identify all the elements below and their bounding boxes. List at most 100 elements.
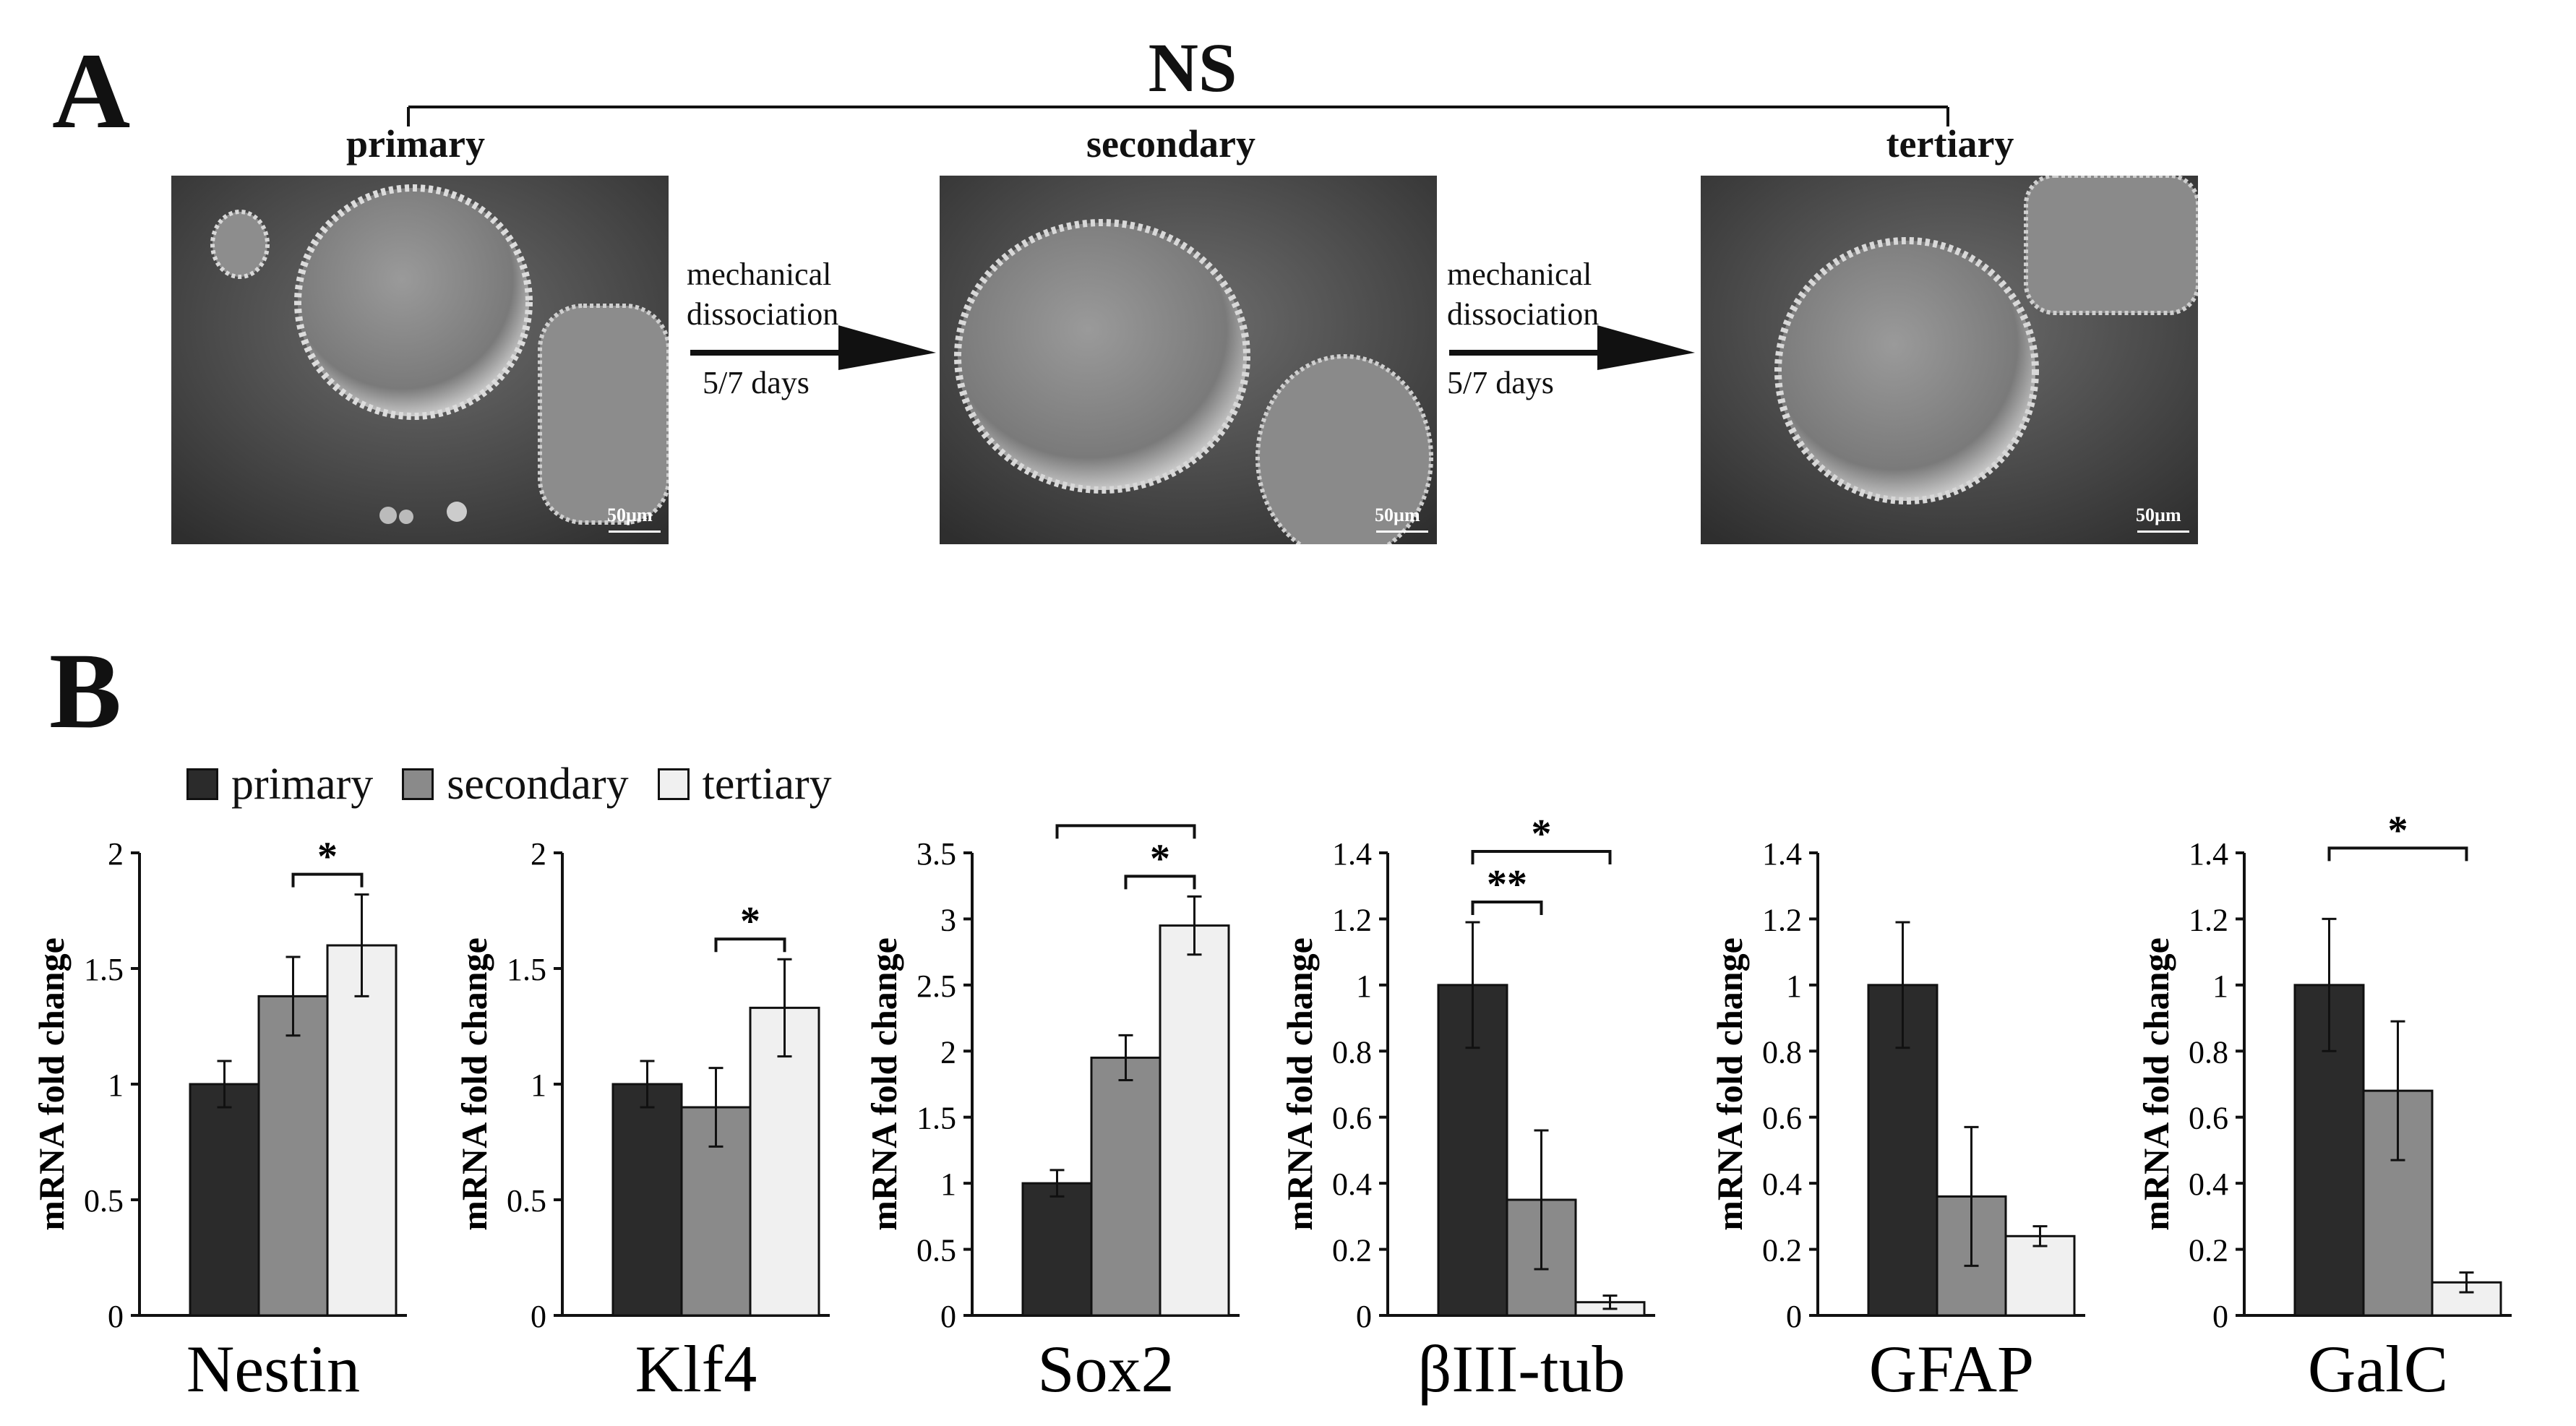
y-tick-label--iii-tub: 1.4 [1332, 836, 1372, 872]
y-tick-label-galc: 0.8 [2189, 1034, 2228, 1070]
y-axis-label-nestin: mRNA fold change [31, 937, 72, 1231]
significance-bracket-sox2 [1055, 824, 1196, 839]
stage-label-primary: primary [346, 122, 485, 166]
ns-label: NS [1148, 29, 1237, 106]
bar-sox2-primary [1021, 1182, 1093, 1317]
y-tick-label-nestin: 1 [108, 1068, 124, 1103]
y-tick-label-gfap: 0.2 [1762, 1233, 1802, 1268]
y-tick-label-gfap: 0.6 [1762, 1101, 1802, 1136]
stage-label-secondary: secondary [1086, 122, 1255, 166]
y-tick-label--iii-tub: 0.2 [1332, 1233, 1372, 1268]
y-tick-label-nestin: 1.5 [84, 952, 124, 987]
arrow-1-days: 5/7 days [703, 365, 810, 400]
scale-bar-2 [1376, 531, 1428, 533]
significance-bracket-sox2 [1124, 875, 1196, 890]
y-tick-label-galc: 1.2 [2189, 902, 2228, 937]
stage-label-tertiary: tertiary [1886, 122, 2014, 166]
micrograph-tertiary [1701, 176, 2198, 544]
chart-title-gfap: GFAP [1869, 1332, 2034, 1406]
y-axis-label-klf4: mRNA fold change [454, 937, 494, 1231]
scale-bar-1 [609, 531, 661, 533]
arrow-1-head [838, 325, 936, 370]
bar-nestin-primary [189, 1083, 260, 1317]
significance-star--iii-tub: * [1532, 817, 1552, 856]
legend-label-primary: primary [231, 759, 374, 809]
significance-star--iii-tub: ** [1487, 862, 1527, 907]
significance-star-galc: * [2388, 817, 2408, 853]
chart-title-nestin: Nestin [186, 1332, 360, 1406]
y-tick-label-sox2: 3.5 [916, 836, 956, 872]
chart-title-galc: GalC [2308, 1332, 2448, 1406]
chart-title-sox2: Sox2 [1037, 1332, 1174, 1406]
legend-swatch-tertiary [657, 768, 690, 800]
scale-bar-3 [2137, 531, 2189, 533]
legend-item-secondary: secondary [402, 759, 629, 810]
panel-b-letter: B [49, 631, 122, 751]
y-tick-label-gfap: 0 [1786, 1299, 1802, 1334]
bar-klf4-primary [611, 1083, 683, 1317]
micrograph-primary [171, 176, 669, 544]
y-tick-label-sox2: 0.5 [916, 1233, 956, 1268]
arrow-1-text: mechanical dissociation [687, 254, 838, 334]
y-tick-label-sox2: 1.5 [916, 1101, 956, 1136]
y-tick-label-sox2: 2.5 [916, 968, 956, 1004]
scale-bar-label-1: 50µm [607, 504, 653, 525]
y-tick-label-sox2: 2 [940, 1034, 956, 1070]
arrow-1-line1: mechanical [687, 257, 832, 292]
y-tick-label-galc: 0.2 [2189, 1233, 2228, 1268]
significance-bracket-galc [2327, 846, 2468, 862]
y-tick-label-klf4: 1 [531, 1068, 546, 1103]
bar-gfap-tertiary [2004, 1234, 2076, 1317]
y-tick-label-sox2: 0 [940, 1299, 956, 1334]
arrow-1-line2: dissociation [687, 296, 839, 332]
y-tick-label-sox2: 3 [940, 902, 956, 937]
bar-nestin-secondary [257, 995, 329, 1317]
legend-swatch-secondary [402, 768, 434, 800]
scale-bar-label-2: 50µm [1375, 504, 1420, 525]
y-tick-label--iii-tub: 0.8 [1332, 1034, 1372, 1070]
y-tick-label--iii-tub: 0.6 [1332, 1101, 1372, 1136]
y-tick-label-galc: 1 [2212, 968, 2228, 1004]
significance-bracket--iii-tub [1471, 901, 1543, 915]
significance-star-nestin: * [317, 835, 338, 880]
y-tick-label-klf4: 1.5 [507, 952, 546, 987]
significance-star-klf4: * [740, 899, 760, 944]
chart-title--iii-tub: βIII-tub [1418, 1332, 1626, 1406]
y-tick-label-sox2: 1 [940, 1167, 956, 1202]
y-tick-label-galc: 0.6 [2189, 1101, 2228, 1136]
neurosphere-image [1701, 176, 2198, 544]
y-tick-label-klf4: 0.5 [507, 1183, 546, 1219]
significance-star-sox2: * [1150, 836, 1170, 881]
y-tick-label--iii-tub: 1.2 [1332, 902, 1372, 937]
panel-a-letter: A [52, 31, 131, 151]
y-tick-label-nestin: 0.5 [84, 1183, 124, 1219]
legend-item-primary: primary [186, 759, 373, 810]
legend: primary secondary tertiary [186, 752, 861, 817]
y-tick-label-gfap: 0.4 [1762, 1167, 1802, 1202]
bar-charts: 0 0.5 1 1.5 2 mRNA fold change * Nestin 0 0.5 1 1.5… [31, 817, 2512, 1406]
bar-nestin-tertiary [326, 944, 398, 1317]
y-tick-label-gfap: 1.4 [1762, 836, 1802, 872]
y-tick-label-klf4: 2 [531, 836, 546, 872]
micrograph-secondary [940, 176, 1437, 544]
arrow-2-line2: dissociation [1447, 296, 1600, 332]
y-axis-label-sox2: mRNA fold change [864, 937, 904, 1231]
scale-bar-label-3: 50µm [2136, 504, 2181, 525]
neurosphere-image [171, 176, 669, 544]
y-tick-label--iii-tub: 0 [1356, 1299, 1372, 1334]
neurosphere-image [940, 176, 1437, 544]
y-tick-label-gfap: 0.8 [1762, 1034, 1802, 1070]
legend-label-secondary: secondary [447, 759, 629, 809]
legend-item-tertiary: tertiary [657, 759, 832, 810]
legend-label-tertiary: tertiary [702, 759, 832, 809]
legend-swatch-primary [186, 768, 218, 800]
arrow-2-days: 5/7 days [1447, 365, 1554, 400]
y-tick-label-nestin: 2 [108, 836, 124, 872]
y-tick-label-galc: 0.4 [2189, 1167, 2228, 1202]
y-tick-label-galc: 0 [2212, 1299, 2228, 1334]
y-tick-label-nestin: 0 [108, 1299, 124, 1334]
significance-bracket--iii-tub [1471, 850, 1612, 864]
y-tick-label-gfap: 1.2 [1762, 902, 1802, 937]
y-tick-label-klf4: 0 [531, 1299, 546, 1334]
